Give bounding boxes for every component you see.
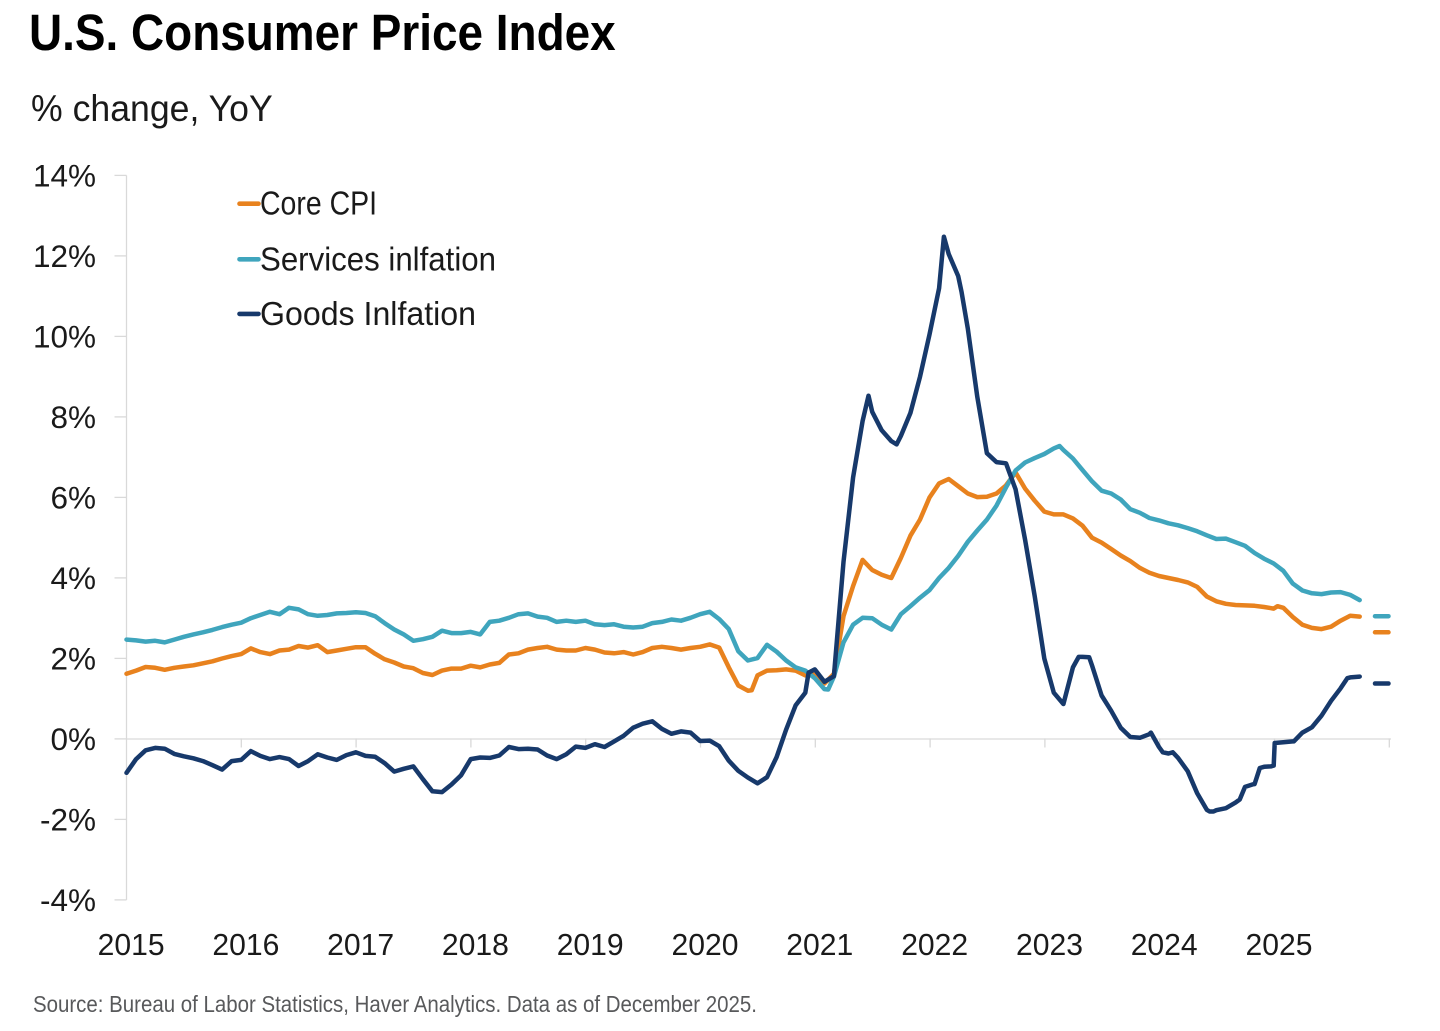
svg-text:2016: 2016: [212, 928, 279, 962]
svg-text:2%: 2%: [50, 641, 96, 677]
svg-text:-4%: -4%: [40, 882, 96, 918]
svg-text:8%: 8%: [50, 399, 96, 435]
svg-text:2018: 2018: [442, 928, 509, 962]
svg-text:Goods Inlfation: Goods Inlfation: [260, 296, 476, 333]
svg-text:2023: 2023: [1016, 928, 1083, 962]
svg-text:0%: 0%: [50, 721, 96, 757]
svg-text:12%: 12%: [33, 238, 96, 274]
svg-text:10%: 10%: [33, 319, 96, 355]
svg-text:2025: 2025: [1246, 928, 1313, 962]
svg-text:2024: 2024: [1131, 928, 1198, 962]
svg-text:Services inlfation: Services inlfation: [260, 241, 496, 278]
svg-text:2015: 2015: [98, 928, 165, 962]
svg-text:14%: 14%: [33, 158, 96, 194]
svg-text:2021: 2021: [786, 928, 853, 962]
svg-text:2020: 2020: [672, 928, 739, 962]
svg-text:Core CPI: Core CPI: [260, 186, 377, 223]
svg-text:4%: 4%: [50, 560, 96, 596]
svg-text:6%: 6%: [50, 480, 96, 516]
svg-text:2019: 2019: [557, 928, 624, 962]
svg-text:-2%: -2%: [40, 802, 96, 838]
svg-text:2022: 2022: [901, 928, 968, 962]
svg-text:2017: 2017: [327, 928, 394, 962]
